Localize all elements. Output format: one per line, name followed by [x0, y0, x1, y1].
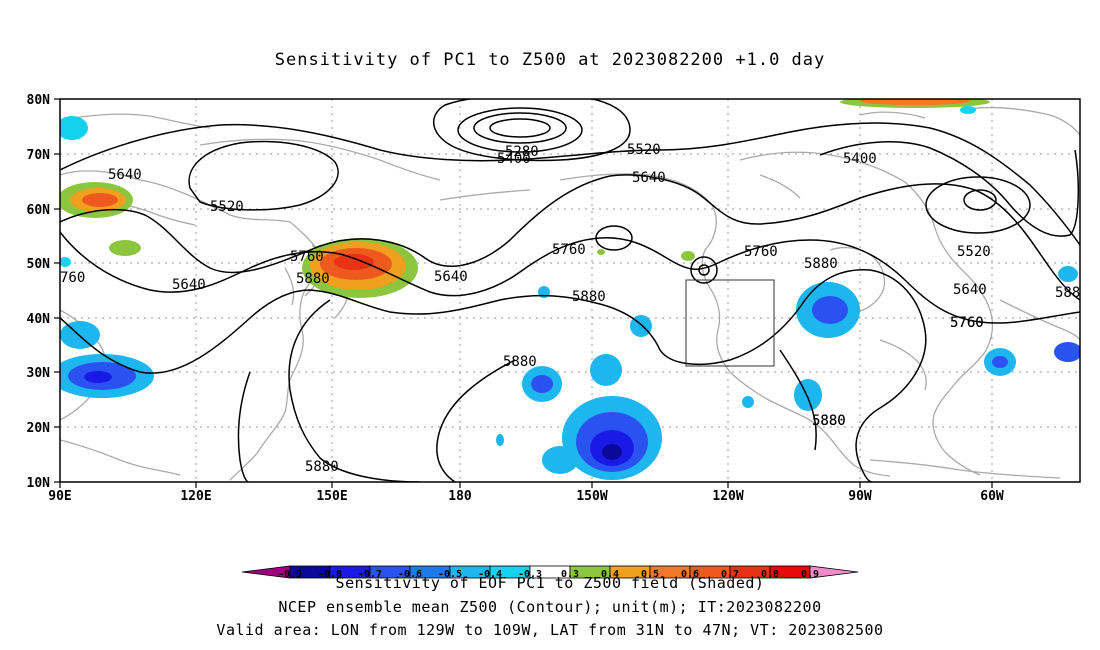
lon-label: 60W	[980, 489, 1004, 504]
lat-label: 80N	[27, 93, 51, 108]
colorbar-label: -0.8	[318, 569, 342, 580]
contour-label: 588	[1055, 285, 1080, 301]
chart-title: Sensitivity of PC1 to Z500 at 2023082200…	[274, 50, 826, 70]
contour-label: 5400	[497, 151, 531, 167]
contour-label: 5280	[505, 144, 539, 160]
valid-area-box	[685, 279, 775, 367]
tick-marks	[54, 98, 993, 488]
contour-label: 5880	[296, 271, 330, 287]
caption-line-2: NCEP ensemble mean Z500 (Contour); unit(…	[278, 598, 822, 616]
contour-label: 5880	[812, 413, 846, 429]
contour-label: 5760	[552, 242, 586, 258]
lat-label: 70N	[27, 148, 51, 163]
colorbar-label: -0.3	[518, 569, 542, 580]
contour-label: 5880	[305, 459, 339, 475]
colorbar-label: 0.4	[601, 569, 619, 580]
lon-label: 90E	[48, 489, 71, 504]
colorbar-label: 0.6	[681, 569, 699, 580]
lat-label: 20N	[27, 421, 51, 436]
contour-label: 5640	[953, 282, 987, 298]
colorbar-label: -0.9	[278, 569, 302, 580]
colorbar: -0.9 -0.8 -0.7 -0.6 -0.5 -0.4 -0.3 0.3 0.4 0.5 0.6…	[241, 565, 859, 580]
lon-label: 120W	[712, 489, 743, 504]
contour-label: 5520	[627, 142, 661, 158]
colorbar-label: -0.6	[398, 569, 422, 580]
lat-label: 50N	[27, 257, 51, 272]
colorbar-label: -0.5	[438, 569, 462, 580]
colorbar-label: -0.7	[358, 569, 382, 580]
contour-label: 5880	[572, 289, 606, 305]
contour-label: 5880	[503, 354, 537, 370]
lon-label: 150E	[316, 489, 347, 504]
latitude-labels: 80N 70N 60N 50N 40N 30N 20N 10N	[27, 93, 51, 491]
caption-line-3: Valid area: LON from 129W to 109W, LAT f…	[216, 621, 884, 639]
contour-label: 5760	[950, 315, 984, 331]
contour-label: 5640	[108, 167, 142, 183]
plot-frame	[59, 98, 1081, 483]
z500-contours	[60, 99, 1080, 482]
contour-label: 760	[60, 270, 85, 286]
caption-line-1: Sensitivity of EOF PC1 to Z500 field (Sh…	[335, 574, 765, 592]
colorbar-end-high	[809, 565, 859, 579]
contour-label: 5400	[843, 151, 877, 167]
lon-label: 180	[448, 489, 472, 504]
contour-label: 5520	[210, 199, 244, 215]
lat-label: 40N	[27, 312, 51, 327]
contour-labels: 5640 5520 5760 5640 5880 5880 5880 5760 …	[60, 142, 1080, 475]
lat-label: 10N	[27, 476, 51, 491]
negative-sensitivity-shading	[60, 106, 1080, 480]
contour-label: 5520	[957, 244, 991, 260]
lat-label: 30N	[27, 366, 51, 381]
colorbar-label: 0.3	[561, 569, 579, 580]
contour-label: 5760	[950, 315, 984, 331]
contour-label: 5880	[804, 256, 838, 272]
lon-label: 120E	[180, 489, 211, 504]
colorbar-label: 0.9	[801, 569, 819, 580]
colorbar-label: 0.8	[761, 569, 779, 580]
lon-label: 90W	[848, 489, 872, 504]
lat-label: 60N	[27, 203, 51, 218]
colorbar-label: -0.4	[478, 569, 502, 580]
contour-label: 5640	[434, 269, 468, 285]
colorbar-label: 0.5	[641, 569, 659, 580]
contour-label: 5640	[172, 277, 206, 293]
colorbar-label: 0.7	[721, 569, 739, 580]
contour-label: 5760	[290, 249, 324, 265]
longitude-labels: 90E 120E 150E 180 150W 120W 90W 60W	[48, 489, 1004, 504]
contour-label: 5640	[632, 170, 666, 186]
contour-label: 5760	[744, 244, 778, 260]
contour-label: 5880	[812, 413, 846, 429]
lon-label: 150W	[576, 489, 607, 504]
